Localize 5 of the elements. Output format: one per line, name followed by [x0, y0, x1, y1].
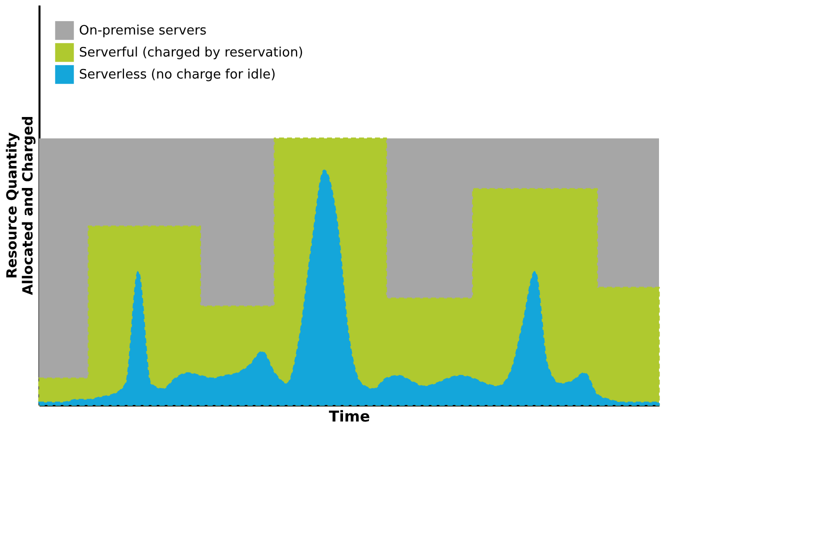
- legend-label: Serverless (no charge for idle): [79, 68, 276, 82]
- y-axis-title: Resource Quantity Allocated and Charged: [4, 116, 36, 296]
- x-axis-title: Time: [328, 408, 370, 426]
- legend-label: On-premise servers: [79, 24, 207, 38]
- legend-label: Serverful (charged by reservation): [79, 46, 304, 60]
